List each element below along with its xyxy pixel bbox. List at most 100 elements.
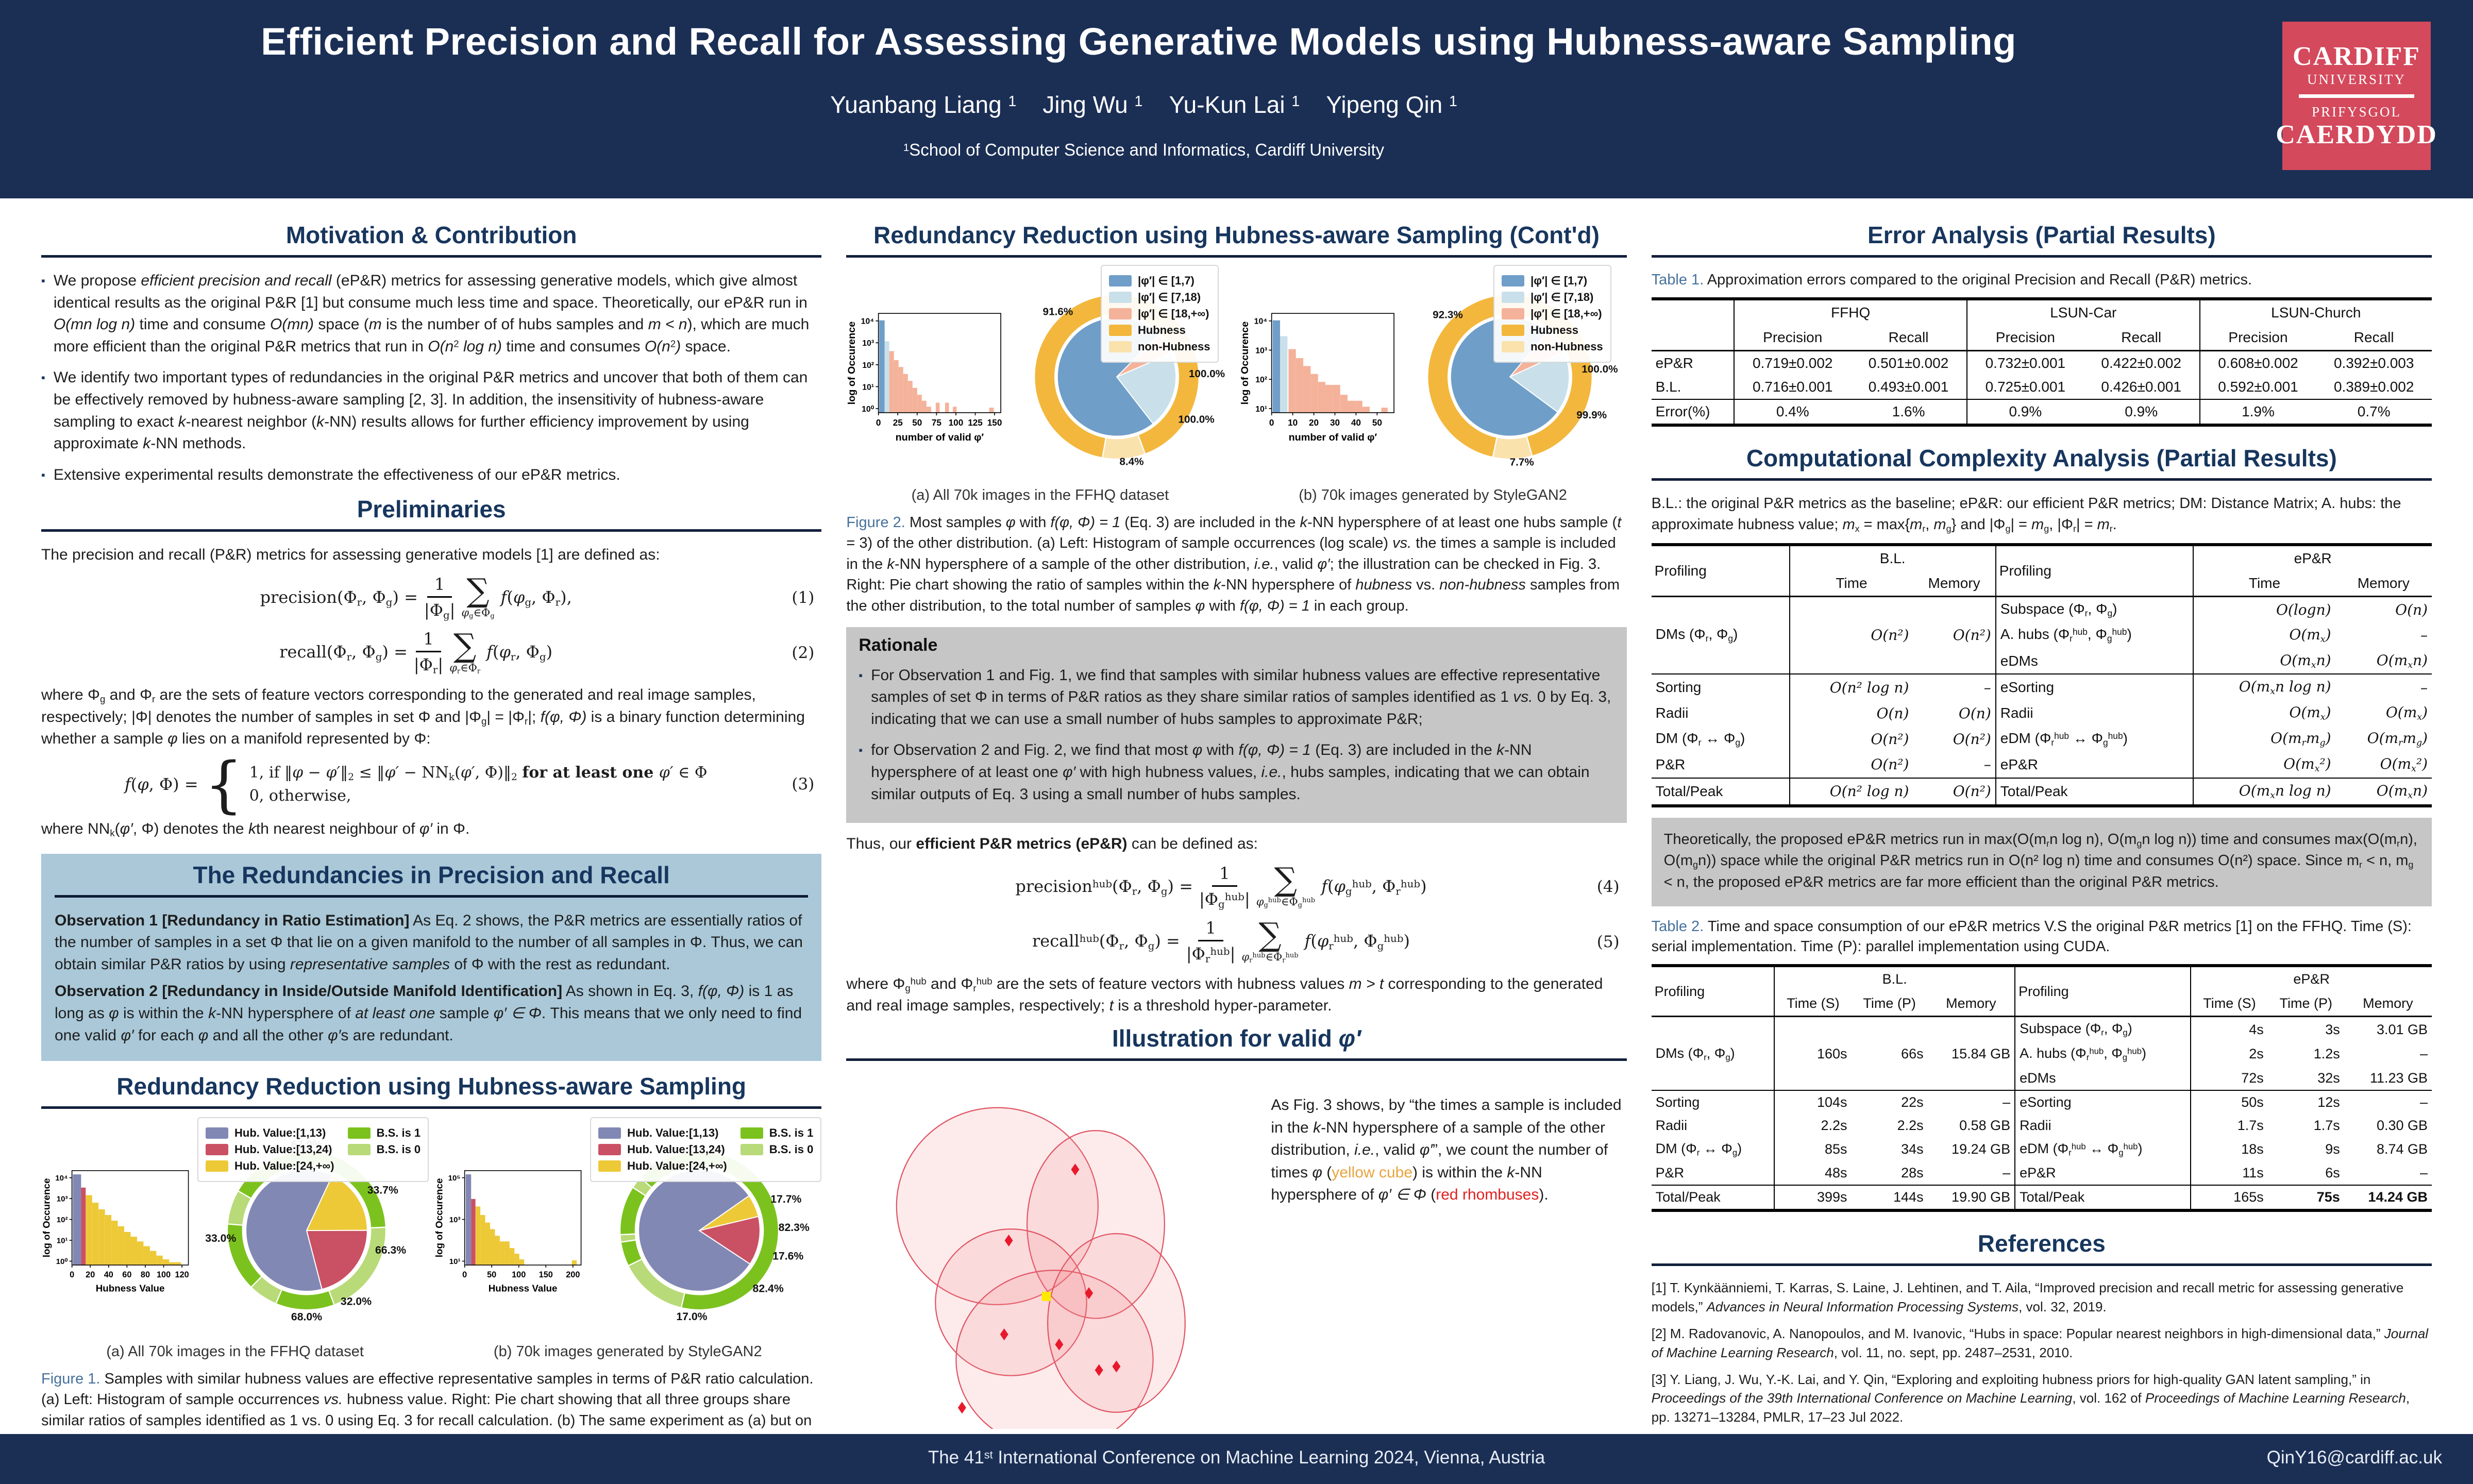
col-memory: Memory	[2357, 575, 2410, 591]
svg-text:40: 40	[104, 1270, 113, 1279]
table-1-caption: Table 1. Approximation errors compared t…	[1651, 272, 2252, 288]
preliminaries-intro: The precision and recall (P&R) metrics f…	[41, 546, 660, 564]
legend-swatch	[206, 1127, 228, 1139]
legend-swatch	[206, 1144, 228, 1156]
legend-entry: non-Hubness	[1502, 340, 1603, 353]
poster-header: Efficient Precision and Recall for Asses…	[0, 0, 2473, 198]
svg-text:17.7%: 17.7%	[770, 1193, 801, 1205]
legend-entry: |φ′| ∈ [18,+∞)	[1502, 307, 1603, 321]
svg-text:10³: 10³	[863, 340, 874, 348]
legend-entry: |φ′| ∈ [7,18)	[1502, 291, 1603, 304]
svg-text:10⁰: 10⁰	[56, 1257, 68, 1266]
section-complexity-title: Computational Complexity Analysis (Parti…	[1746, 445, 2337, 472]
legend-swatch	[1502, 308, 1525, 319]
legend-entry: Hub. Value:[24,+∞)	[598, 1159, 727, 1173]
section-rule	[55, 895, 809, 898]
table-row: Radii O(n) O(n) Radii O(mx) O(mx)	[1652, 700, 2432, 727]
section-rule	[1651, 255, 2432, 258]
col-precision: Precision	[1966, 325, 2083, 351]
section-illustration-title: Illustration for valid φ′	[1112, 1025, 1361, 1052]
poster-body: Motivation & Contribution ▪ We propose ef…	[0, 198, 2473, 1434]
col-profiling: Profiling	[1654, 983, 1705, 999]
svg-text:10⁴: 10⁴	[1254, 317, 1267, 326]
equation-4: precisionhub(Φr, Φg) = 1 |Φghub| ∑ φghub∈Φ…	[1015, 861, 1620, 910]
table-row: Subspace (Φr, Φg) 4s 3s 3.01 GB	[1652, 1016, 2432, 1042]
fig1a-caption: (a) All 70k images in the FFHQ dataset	[106, 1343, 364, 1360]
svg-text:17.0%: 17.0%	[677, 1311, 708, 1323]
thus-text: Thus, our efficient P&R metrics (eP&R) c…	[846, 835, 1258, 853]
svg-text:0: 0	[876, 417, 881, 428]
fig3-side-text: As Fig. 3 shows, by “the times a sample …	[1271, 1097, 1622, 1204]
legend-swatch	[1108, 275, 1132, 286]
table-row: Total/Peak 399s 144s 19.90 GB Total/Peak 165s…	[1651, 1185, 2432, 1211]
group-bl: B.L.	[1789, 544, 1996, 571]
col-time-s: Time (S)	[2190, 991, 2268, 1017]
legend-entry: |φ′| ∈ [7,18)	[1108, 291, 1210, 304]
affiliation: 1School of Computer Science and Informat…	[903, 140, 1385, 159]
table-row: Subspace (Φr, Φg) O(logn) O(n)	[1652, 596, 2432, 622]
svg-text:10⁴: 10⁴	[861, 317, 874, 326]
svg-text:100: 100	[157, 1270, 171, 1279]
logo-university: UNIVERSITY	[2307, 72, 2406, 88]
svg-text:0: 0	[70, 1270, 74, 1279]
legend-entry: Hub. Value:[1,13)	[206, 1126, 334, 1140]
col-memory: Memory	[1946, 996, 1996, 1011]
eprr-where: where Φghub and Φrhub are the sets of fe…	[846, 975, 1603, 1015]
motivation-bullet-3: ▪ Extensive experimental results demonstr…	[41, 464, 821, 486]
legend-entry: Hub. Value:[13,24)	[206, 1143, 334, 1156]
poster-footer: The 41st International Conference on Mac…	[0, 1434, 2473, 1484]
legend-swatch	[1108, 325, 1132, 336]
rationale-box: Rationale ▪ For Observation 1 and Fig. 1,…	[846, 627, 1627, 823]
equation-3: f(φ, Φ) = { 1, if ‖φ − φ′‖2 ≤ ‖φ′ − NNk(…	[124, 748, 815, 820]
svg-text:82.3%: 82.3%	[779, 1222, 810, 1234]
preliminaries-where-2: where NNk(φ′, Φ) denotes the kth nearest…	[41, 820, 470, 839]
table-1: FFHQ LSUN-Car LSUN-Church Precision Reca…	[1651, 297, 2432, 427]
rationale-bullet-2: ▪ for Observation 2 and Fig. 2, we find t…	[859, 739, 1614, 805]
table-row: DMs (Φr, Φg) 160s 66s 15.84 GB A. hubs (Φrhu…	[1652, 1042, 2432, 1067]
legend-entry: Hub. Value:[24,+∞)	[206, 1159, 334, 1173]
table-row: eP&R 0.719±0.002 0.501±0.002 0.732±0.001 0.4…	[1652, 350, 2432, 376]
svg-text:120: 120	[175, 1270, 189, 1279]
table-row: B.L. 0.716±0.001 0.493±0.001 0.725±0.001 0.4…	[1652, 375, 2432, 400]
svg-text:20: 20	[86, 1270, 95, 1279]
legend-swatch	[347, 1144, 371, 1156]
group-epr: eP&R	[2190, 966, 2432, 992]
svg-text:100.0%: 100.0%	[1189, 368, 1225, 380]
legend-swatch	[1502, 275, 1525, 286]
svg-text:68.0%: 68.0%	[291, 1311, 322, 1323]
legend-entry: Hub. Value:[13,24)	[598, 1143, 727, 1156]
reference-2: [2] M. Radovanovic, A. Nanopoulos, and M…	[1651, 1326, 2429, 1360]
logo-divider	[2298, 94, 2415, 98]
fig1b-caption: (b) 70k images generated by StyleGAN2	[493, 1343, 762, 1360]
svg-text:Hubness Value: Hubness Value	[96, 1283, 165, 1293]
svg-text:20: 20	[1309, 417, 1319, 428]
svg-text:0: 0	[462, 1270, 467, 1279]
svg-text:10⁰: 10⁰	[862, 405, 874, 414]
section-rule	[846, 1058, 1627, 1061]
equation-2: recall(Φr, Φg) = 1 |Φr| ∑ φr∈Φr f(φr, Φg) …	[279, 626, 815, 677]
bullet-icon: ▪	[859, 668, 863, 682]
figure-2: 0 25 50 75 100 125 150 10⁰ 10¹ 10² 10³ 10⁴ number of…	[846, 265, 1626, 505]
reference-3: [3] Y. Liang, J. Wu, Y.-K. Lai, and Y. Q…	[1651, 1371, 2410, 1425]
table-row: DMs (Φr, Φg) O(n²) O(n²) A. hubs (Φrhub, Φg…	[1652, 622, 2432, 648]
table-row: Sorting O(n² log n) – eSorting O(mxn log n) –	[1651, 674, 2432, 701]
complexity-description: B.L.: the original P&R metrics as the ba…	[1651, 495, 2401, 534]
figure-1b: 0 50 100 150 200 10¹ 10³ 10⁵ Hubness Value log of…	[434, 1117, 822, 1361]
svg-text:0: 0	[1269, 417, 1274, 428]
svg-text:100: 100	[512, 1270, 526, 1279]
svg-text:10¹: 10¹	[449, 1257, 461, 1266]
svg-text:log of Occurence: log of Occurence	[846, 322, 857, 404]
svg-text:10¹: 10¹	[863, 383, 874, 392]
svg-text:32.0%: 32.0%	[341, 1296, 372, 1308]
svg-text:10⁵: 10⁵	[448, 1174, 461, 1183]
svg-text:10¹: 10¹	[57, 1237, 68, 1245]
fig1a-legend: Hub. Value:[1,13) Hub. Value:[13,24) Hub. …	[197, 1117, 429, 1183]
preliminaries-where: where Φg and Φr are the sets of feature …	[41, 686, 805, 748]
authors: Yuanbang Liang 1 Jing Wu 1 Yu-Kun Lai 1 …	[830, 91, 1457, 118]
section-rr-contd-title: Redundancy Reduction using Hubness-aware…	[873, 222, 1600, 248]
col-memory: Memory	[2363, 996, 2413, 1011]
col-profiling: Profiling	[2014, 966, 2191, 1017]
legend-swatch	[598, 1127, 621, 1139]
legend-swatch	[1502, 292, 1525, 303]
